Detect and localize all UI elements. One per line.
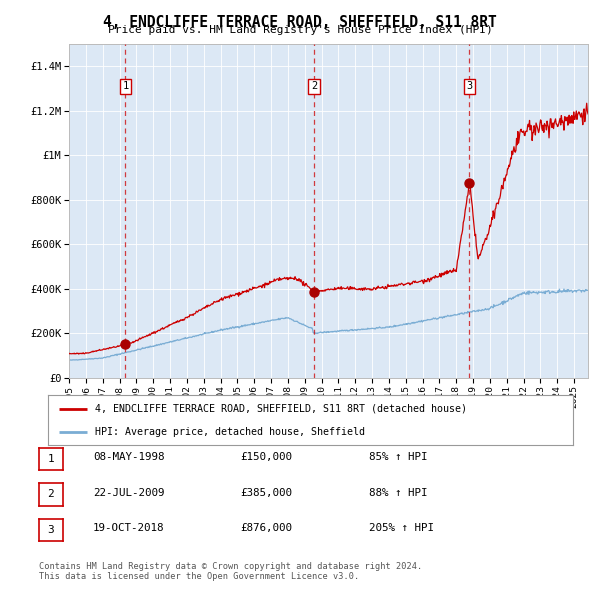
Text: 3: 3 <box>466 81 473 91</box>
Text: Price paid vs. HM Land Registry's House Price Index (HPI): Price paid vs. HM Land Registry's House … <box>107 25 493 35</box>
Text: £150,000: £150,000 <box>240 453 292 462</box>
Text: 1: 1 <box>47 454 55 464</box>
Text: 22-JUL-2009: 22-JUL-2009 <box>93 488 164 497</box>
Text: £385,000: £385,000 <box>240 488 292 497</box>
Text: 3: 3 <box>47 525 55 535</box>
Text: 1: 1 <box>122 81 128 91</box>
Text: 08-MAY-1998: 08-MAY-1998 <box>93 453 164 462</box>
Text: 88% ↑ HPI: 88% ↑ HPI <box>369 488 427 497</box>
Text: 19-OCT-2018: 19-OCT-2018 <box>93 523 164 533</box>
Text: HPI: Average price, detached house, Sheffield: HPI: Average price, detached house, Shef… <box>95 427 365 437</box>
Text: 205% ↑ HPI: 205% ↑ HPI <box>369 523 434 533</box>
Text: £876,000: £876,000 <box>240 523 292 533</box>
Text: 85% ↑ HPI: 85% ↑ HPI <box>369 453 427 462</box>
Text: 2: 2 <box>311 81 317 91</box>
Text: 4, ENDCLIFFE TERRACE ROAD, SHEFFIELD, S11 8RT (detached house): 4, ENDCLIFFE TERRACE ROAD, SHEFFIELD, S1… <box>95 404 467 414</box>
Text: 2: 2 <box>47 490 55 499</box>
Text: Contains HM Land Registry data © Crown copyright and database right 2024.
This d: Contains HM Land Registry data © Crown c… <box>39 562 422 581</box>
Text: 4, ENDCLIFFE TERRACE ROAD, SHEFFIELD, S11 8RT: 4, ENDCLIFFE TERRACE ROAD, SHEFFIELD, S1… <box>103 15 497 30</box>
